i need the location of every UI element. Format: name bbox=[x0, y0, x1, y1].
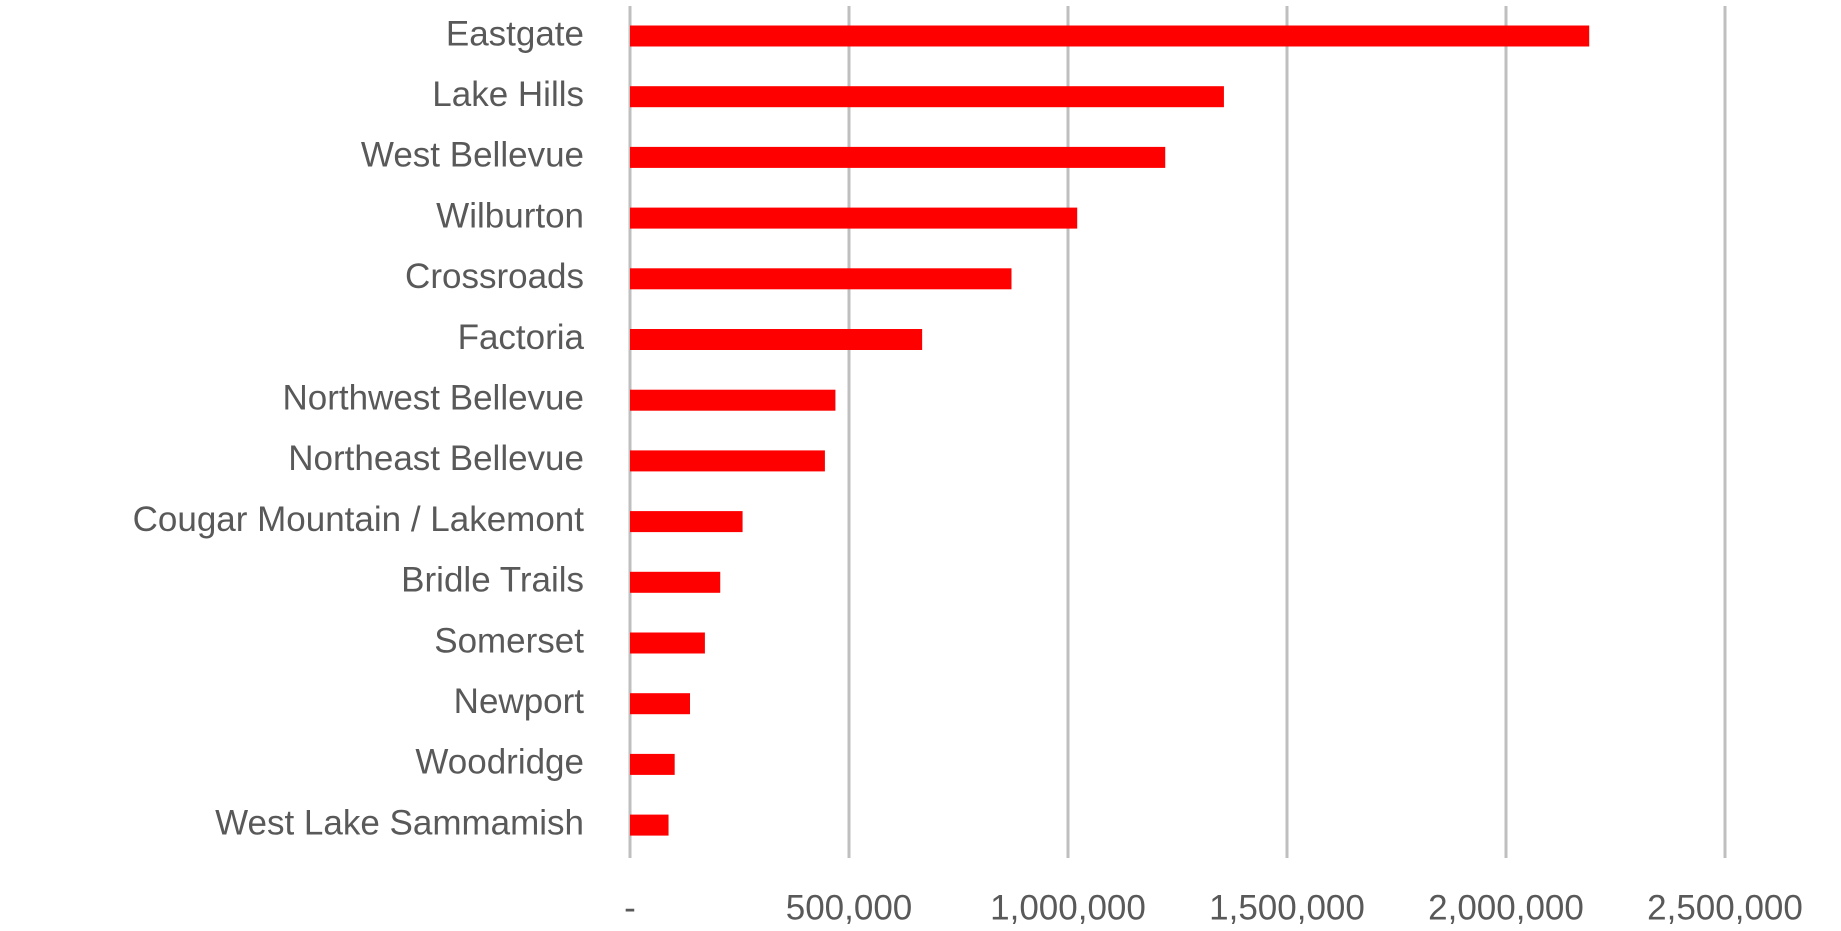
y-tick-label: Wilburton bbox=[436, 196, 584, 235]
bar bbox=[630, 207, 1078, 229]
x-tick-label: - bbox=[624, 888, 636, 927]
y-tick-label: Eastgate bbox=[446, 14, 584, 53]
y-tick-label: West Bellevue bbox=[361, 136, 584, 175]
x-tick-label: 2,500,000 bbox=[1647, 888, 1803, 927]
x-tick-label: 500,000 bbox=[786, 888, 913, 927]
bar bbox=[630, 86, 1224, 108]
bar bbox=[630, 753, 675, 775]
bar bbox=[630, 146, 1166, 168]
y-tick-label: Newport bbox=[454, 682, 585, 721]
y-tick-label: Factoria bbox=[458, 318, 585, 357]
y-tick-label: Crossroads bbox=[405, 257, 584, 296]
y-tick-label: West Lake Sammamish bbox=[215, 803, 584, 842]
x-tick-label: 1,000,000 bbox=[990, 888, 1146, 927]
bar bbox=[630, 25, 1590, 47]
bar bbox=[630, 389, 836, 411]
x-tick-label: 2,000,000 bbox=[1428, 888, 1584, 927]
y-tick-label: Woodridge bbox=[415, 743, 584, 782]
bar bbox=[630, 571, 721, 593]
y-tick-label: Northwest Bellevue bbox=[282, 378, 584, 417]
y-tick-label: Northeast Bellevue bbox=[288, 439, 584, 478]
bar bbox=[630, 511, 743, 533]
bar bbox=[630, 329, 923, 350]
y-tick-label: Cougar Mountain / Lakemont bbox=[133, 500, 585, 539]
bar bbox=[630, 693, 691, 715]
bar bbox=[630, 632, 705, 654]
bar bbox=[630, 450, 825, 472]
y-tick-label: Somerset bbox=[434, 621, 584, 660]
bar bbox=[630, 814, 669, 836]
y-tick-label: Lake Hills bbox=[432, 75, 584, 114]
y-tick-label: Bridle Trails bbox=[401, 561, 584, 600]
bar bbox=[630, 268, 1012, 290]
x-tick-label: 1,500,000 bbox=[1209, 888, 1365, 927]
